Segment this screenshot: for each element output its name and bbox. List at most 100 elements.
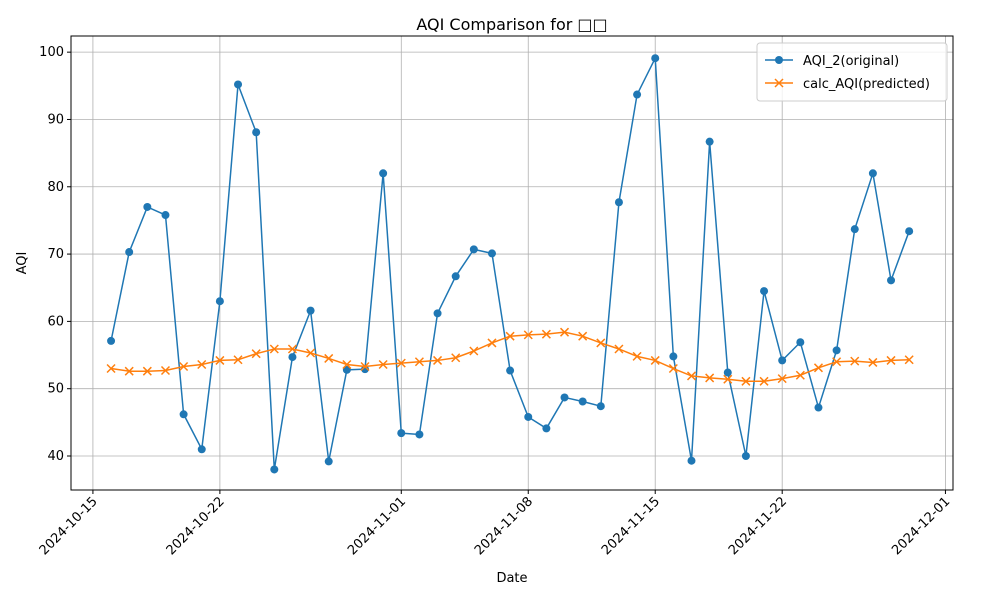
marker bbox=[251, 349, 261, 359]
marker bbox=[433, 309, 442, 318]
y-tick-label: 80 bbox=[47, 180, 64, 195]
marker bbox=[415, 430, 424, 439]
marker bbox=[796, 338, 805, 347]
marker bbox=[832, 357, 842, 367]
marker bbox=[306, 306, 315, 315]
marker bbox=[414, 357, 424, 367]
marker bbox=[814, 403, 823, 412]
marker bbox=[125, 248, 134, 257]
marker bbox=[905, 227, 914, 236]
marker bbox=[342, 359, 352, 369]
marker bbox=[632, 351, 642, 361]
marker bbox=[451, 353, 461, 363]
marker bbox=[469, 245, 478, 254]
marker bbox=[397, 429, 406, 438]
marker bbox=[505, 331, 515, 341]
marker bbox=[288, 353, 297, 362]
marker bbox=[360, 361, 370, 372]
y-tick-label: 70 bbox=[47, 247, 64, 262]
marker bbox=[614, 198, 623, 207]
marker bbox=[633, 90, 642, 99]
marker bbox=[596, 338, 606, 348]
marker bbox=[342, 365, 351, 374]
y-axis-label: AQI bbox=[15, 252, 30, 275]
marker bbox=[542, 424, 551, 433]
marker bbox=[705, 137, 714, 146]
marker bbox=[506, 366, 515, 375]
marker bbox=[161, 211, 170, 220]
marker bbox=[850, 356, 860, 366]
marker bbox=[287, 344, 297, 354]
marker bbox=[850, 225, 859, 234]
marker bbox=[179, 361, 189, 372]
marker bbox=[651, 54, 660, 63]
marker bbox=[686, 371, 697, 381]
legend-label: calc_AQI(predicted) bbox=[803, 77, 930, 92]
marker bbox=[269, 344, 279, 354]
plot-frame bbox=[70, 35, 954, 491]
marker bbox=[904, 355, 914, 365]
marker bbox=[868, 357, 878, 367]
legend-box bbox=[756, 42, 948, 102]
marker bbox=[215, 297, 224, 306]
marker bbox=[650, 355, 660, 365]
marker bbox=[270, 465, 279, 474]
marker bbox=[197, 445, 206, 454]
marker bbox=[559, 327, 570, 337]
marker bbox=[378, 359, 388, 369]
y-tick-label: 40 bbox=[47, 449, 64, 464]
marker bbox=[179, 410, 188, 419]
marker bbox=[832, 346, 841, 355]
marker bbox=[523, 330, 533, 340]
marker bbox=[777, 374, 787, 384]
legend-label: AQI_2(original) bbox=[803, 54, 899, 69]
marker bbox=[524, 412, 533, 421]
marker bbox=[541, 329, 551, 339]
marker bbox=[197, 359, 207, 369]
marker bbox=[396, 358, 406, 368]
marker bbox=[560, 393, 569, 402]
marker bbox=[215, 355, 225, 365]
marker bbox=[143, 202, 152, 211]
marker bbox=[868, 169, 877, 178]
marker bbox=[469, 346, 479, 356]
marker bbox=[741, 452, 750, 461]
marker bbox=[886, 355, 896, 365]
marker bbox=[252, 128, 261, 137]
marker bbox=[614, 344, 624, 354]
marker bbox=[306, 348, 316, 358]
marker bbox=[124, 366, 134, 376]
marker bbox=[596, 402, 605, 411]
marker bbox=[451, 272, 460, 281]
y-tick-label: 60 bbox=[47, 314, 64, 329]
marker bbox=[234, 80, 243, 89]
marker bbox=[361, 365, 369, 374]
marker bbox=[778, 356, 787, 365]
marker bbox=[487, 249, 496, 258]
legend-marker bbox=[775, 56, 783, 64]
marker bbox=[723, 368, 732, 377]
y-tick-label: 90 bbox=[47, 112, 64, 127]
marker bbox=[687, 456, 696, 465]
y-tick-label: 50 bbox=[47, 382, 64, 397]
legend-marker bbox=[774, 78, 784, 88]
marker bbox=[487, 338, 497, 348]
marker bbox=[578, 331, 588, 341]
marker bbox=[795, 370, 805, 380]
y-tick-label: 100 bbox=[39, 45, 64, 60]
marker bbox=[723, 374, 733, 384]
chart-title: AQI Comparison for □□ bbox=[416, 15, 607, 34]
marker bbox=[759, 376, 769, 386]
marker bbox=[669, 352, 678, 361]
marker bbox=[142, 366, 152, 376]
marker bbox=[324, 353, 334, 363]
marker bbox=[760, 287, 769, 296]
marker bbox=[813, 363, 824, 373]
marker bbox=[578, 397, 587, 406]
marker bbox=[106, 363, 116, 374]
x-axis-label: Date bbox=[496, 571, 527, 586]
marker bbox=[741, 376, 751, 386]
marker bbox=[887, 276, 896, 285]
marker bbox=[433, 355, 443, 365]
